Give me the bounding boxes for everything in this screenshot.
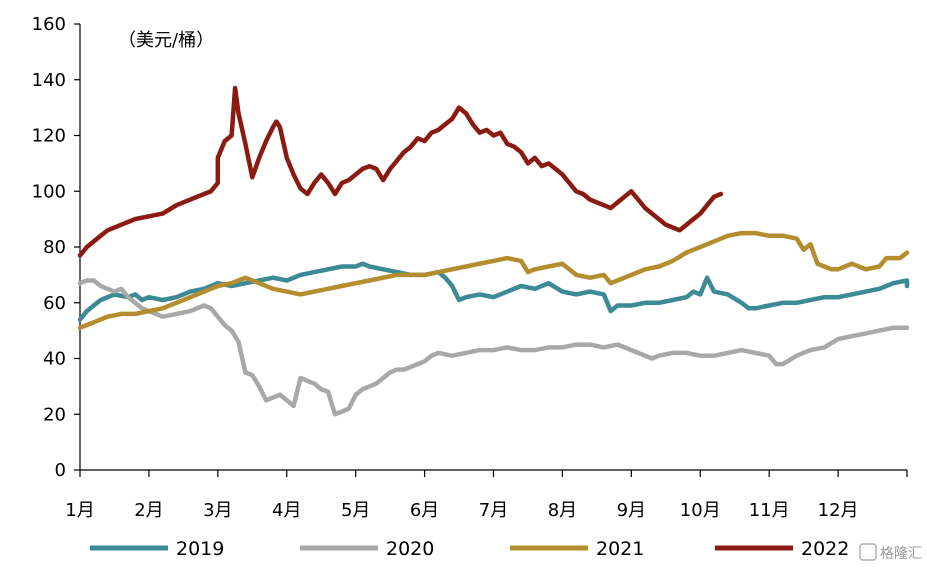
x-tick-label: 2月: [134, 500, 163, 521]
y-tick-label: 100: [32, 181, 66, 202]
watermark-text: 格隆汇: [880, 546, 922, 562]
series-line-2019: [77, 261, 910, 322]
watermark: 格隆汇: [859, 543, 922, 562]
y-tick-label: 20: [43, 404, 66, 425]
y-tick-label: 140: [32, 70, 66, 91]
series-layer: [77, 85, 910, 417]
x-tick-label: 9月: [617, 500, 646, 521]
legend: 2019 2020 2021 2022: [90, 538, 849, 560]
legend-label-2020: 2020: [386, 538, 434, 560]
x-tick-label: 5月: [341, 500, 370, 521]
x-tick-label: 11月: [749, 500, 790, 521]
legend-label-2022: 2022: [801, 538, 849, 560]
legend-label-2021: 2021: [596, 538, 644, 560]
watermark-logo-icon: [859, 543, 877, 561]
y-axis: 0 20 40 60 80 100 120 140 160: [32, 14, 81, 481]
series-line-2021: [77, 230, 910, 331]
y-tick-label: 40: [43, 349, 66, 370]
x-tick-label: 12月: [818, 500, 859, 521]
x-tick-label: 3月: [203, 500, 232, 521]
x-tick-label: 7月: [479, 500, 508, 521]
series-line-2022: [77, 85, 724, 258]
series-line-2020: [77, 278, 910, 417]
y-tick-label: 60: [43, 293, 66, 314]
y-tick-label: 160: [32, 14, 66, 35]
x-tick-label: 1月: [65, 500, 94, 521]
y-tick-label: 80: [43, 237, 66, 258]
y-unit-label: （美元/桶）: [118, 30, 214, 51]
x-tick-label: 6月: [410, 500, 439, 521]
y-tick-label: 0: [55, 460, 66, 481]
x-tick-label: 10月: [680, 500, 721, 521]
x-tick-label: 8月: [548, 500, 577, 521]
x-tick-label: 4月: [272, 500, 301, 521]
legend-label-2019: 2019: [176, 538, 224, 560]
x-axis: 1月 2月 3月 4月 5月 6月 7月 8月 9月 10月 11月 12月: [65, 469, 908, 521]
y-tick-label: 120: [32, 126, 66, 147]
